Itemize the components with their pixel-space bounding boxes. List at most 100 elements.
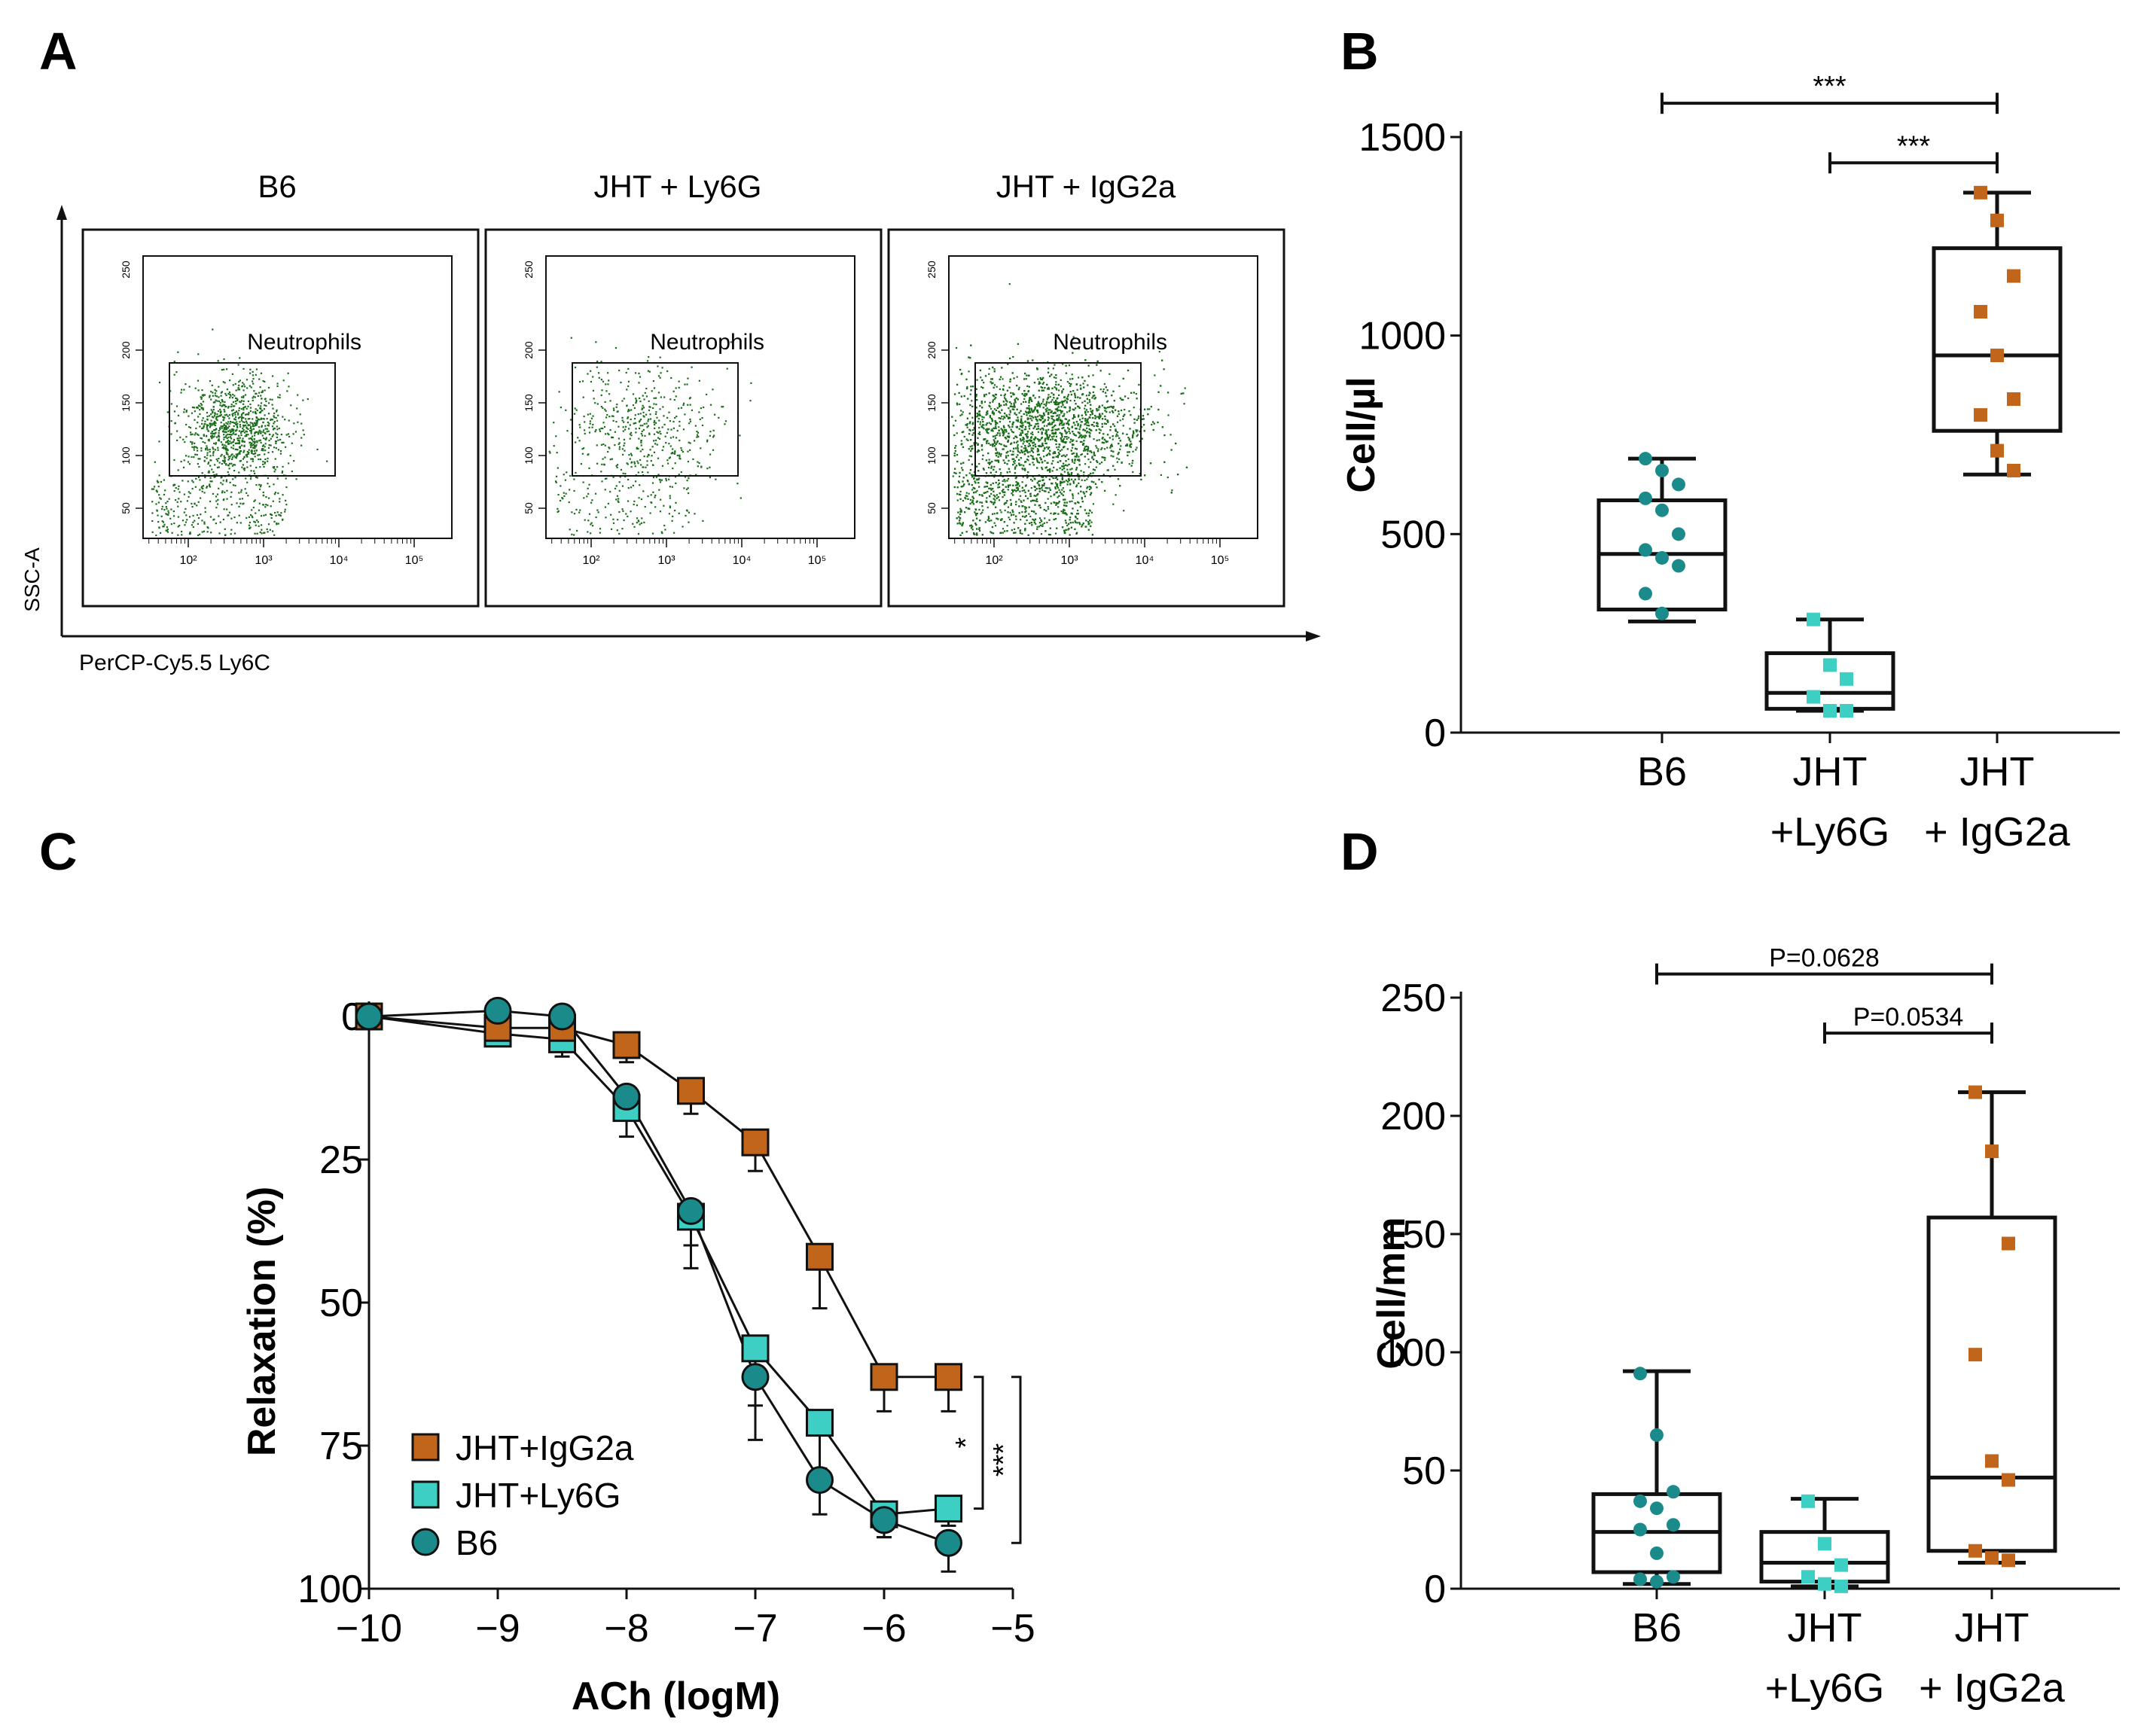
- flow-event-dot: [224, 416, 226, 419]
- flow-event-dot: [709, 466, 711, 468]
- flow-event-dot: [262, 422, 264, 424]
- flow-event-dot: [195, 446, 197, 448]
- flow-event-dot: [653, 421, 655, 424]
- flow-event-dot: [245, 454, 247, 456]
- flow-event-dot: [1126, 443, 1128, 446]
- flow-event-dot: [259, 531, 261, 533]
- flow-event-dot: [1138, 415, 1140, 417]
- flow-event-dot: [560, 485, 562, 487]
- flow-event-dot: [1093, 425, 1095, 428]
- flow-event-dot: [276, 436, 278, 439]
- flow-event-dot: [215, 458, 218, 461]
- flow-event-dot: [1112, 407, 1115, 409]
- flow-event-dot: [570, 337, 572, 339]
- flow-event-dot: [1054, 512, 1057, 514]
- flow-event-dot: [1002, 480, 1004, 482]
- flow-event-dot: [624, 428, 627, 431]
- flow-event-dot: [188, 415, 190, 417]
- flow-event-dot: [252, 399, 254, 402]
- flow-event-dot: [196, 504, 198, 507]
- flow-event-dot: [579, 509, 581, 511]
- flow-event-dot: [252, 506, 255, 509]
- flow-event-dot: [240, 434, 242, 437]
- flow-event-dot: [243, 450, 245, 452]
- flow-event-dot: [1023, 395, 1025, 397]
- flow-event-dot: [1104, 459, 1106, 462]
- flow-event-dot: [1021, 532, 1023, 535]
- flow-event-dot: [212, 492, 215, 495]
- flow-event-dot: [202, 440, 204, 443]
- flow-event-dot: [258, 404, 260, 407]
- flow-event-dot: [994, 499, 996, 501]
- flow-event-dot: [1012, 355, 1014, 358]
- flow-event-dot: [675, 501, 677, 504]
- flow-event-dot: [672, 467, 674, 470]
- flow-event-dot: [1107, 469, 1109, 471]
- flow-event-dot: [995, 425, 997, 428]
- flow-event-dot: [247, 400, 250, 403]
- flow-event-dot: [709, 404, 712, 406]
- flow-event-dot: [1090, 461, 1092, 463]
- flow-event-dot: [1024, 528, 1026, 530]
- flow-event-dot: [959, 513, 962, 516]
- flow-event-dot: [573, 413, 576, 415]
- flow-event-dot: [1098, 428, 1100, 431]
- flow-event-dot: [1020, 403, 1023, 405]
- flow-event-dot: [216, 419, 218, 422]
- flow-event-dot: [215, 399, 217, 401]
- flow-event-dot: [588, 513, 591, 515]
- flow-event-dot: [1061, 449, 1063, 451]
- flow-event-dot: [209, 450, 211, 453]
- flow-event-dot: [701, 424, 704, 427]
- flow-event-dot: [1118, 452, 1120, 454]
- flow-event-dot: [1055, 443, 1057, 446]
- flow-event-dot: [1008, 425, 1010, 427]
- flow-event-dot: [634, 372, 637, 374]
- flow-event-dot: [615, 421, 618, 423]
- flow-event-dot: [251, 509, 253, 511]
- flow-event-dot: [641, 517, 643, 520]
- flow-event-dot: [260, 432, 262, 434]
- flow-x-tick-label: 10⁴: [330, 554, 349, 567]
- flow-event-dot: [159, 497, 161, 499]
- flow-event-dot: [264, 428, 267, 430]
- flow-event-dot: [1043, 403, 1045, 406]
- flow-event-dot: [255, 419, 258, 422]
- flow-event-dot: [1169, 434, 1172, 436]
- flow-event-dot: [679, 425, 681, 427]
- flow-event-dot: [1036, 419, 1038, 421]
- flow-event-dot: [239, 498, 241, 500]
- flow-event-dot: [976, 415, 979, 417]
- flow-event-dot: [1045, 429, 1048, 431]
- flow-event-dot: [242, 382, 244, 384]
- flow-event-dot: [197, 404, 200, 407]
- flow-event-dot: [1077, 492, 1080, 495]
- flow-event-dot: [264, 514, 267, 516]
- flow-event-dot: [1043, 456, 1045, 458]
- flow-event-dot: [1136, 446, 1138, 449]
- flow-event-dot: [635, 398, 637, 400]
- flow-event-dot: [654, 413, 657, 416]
- flow-event-dot: [638, 520, 640, 523]
- flow-event-dot: [607, 383, 609, 386]
- flow-event-dot: [267, 402, 270, 404]
- flow-event-dot: [987, 432, 990, 434]
- flow-event-dot: [241, 386, 243, 388]
- flow-event-dot: [660, 396, 662, 398]
- flow-event-dot: [966, 422, 968, 425]
- flow-event-dot: [662, 446, 665, 448]
- flow-event-dot: [232, 393, 234, 396]
- flow-event-dot: [254, 434, 256, 437]
- flow-event-dot: [237, 437, 239, 440]
- flow-event-dot: [202, 394, 205, 396]
- flow-event-dot: [627, 486, 630, 489]
- flow-event-dot: [1136, 435, 1138, 437]
- flow-event-dot: [1035, 523, 1037, 525]
- flow-event-dot: [669, 506, 672, 509]
- flow-event-dot: [1082, 436, 1084, 438]
- flow-event-dot: [271, 435, 273, 437]
- flow-event-dot: [639, 484, 641, 486]
- flow-event-dot: [1069, 522, 1072, 524]
- flow-event-dot: [1037, 449, 1039, 451]
- flow-event-dot: [249, 385, 251, 387]
